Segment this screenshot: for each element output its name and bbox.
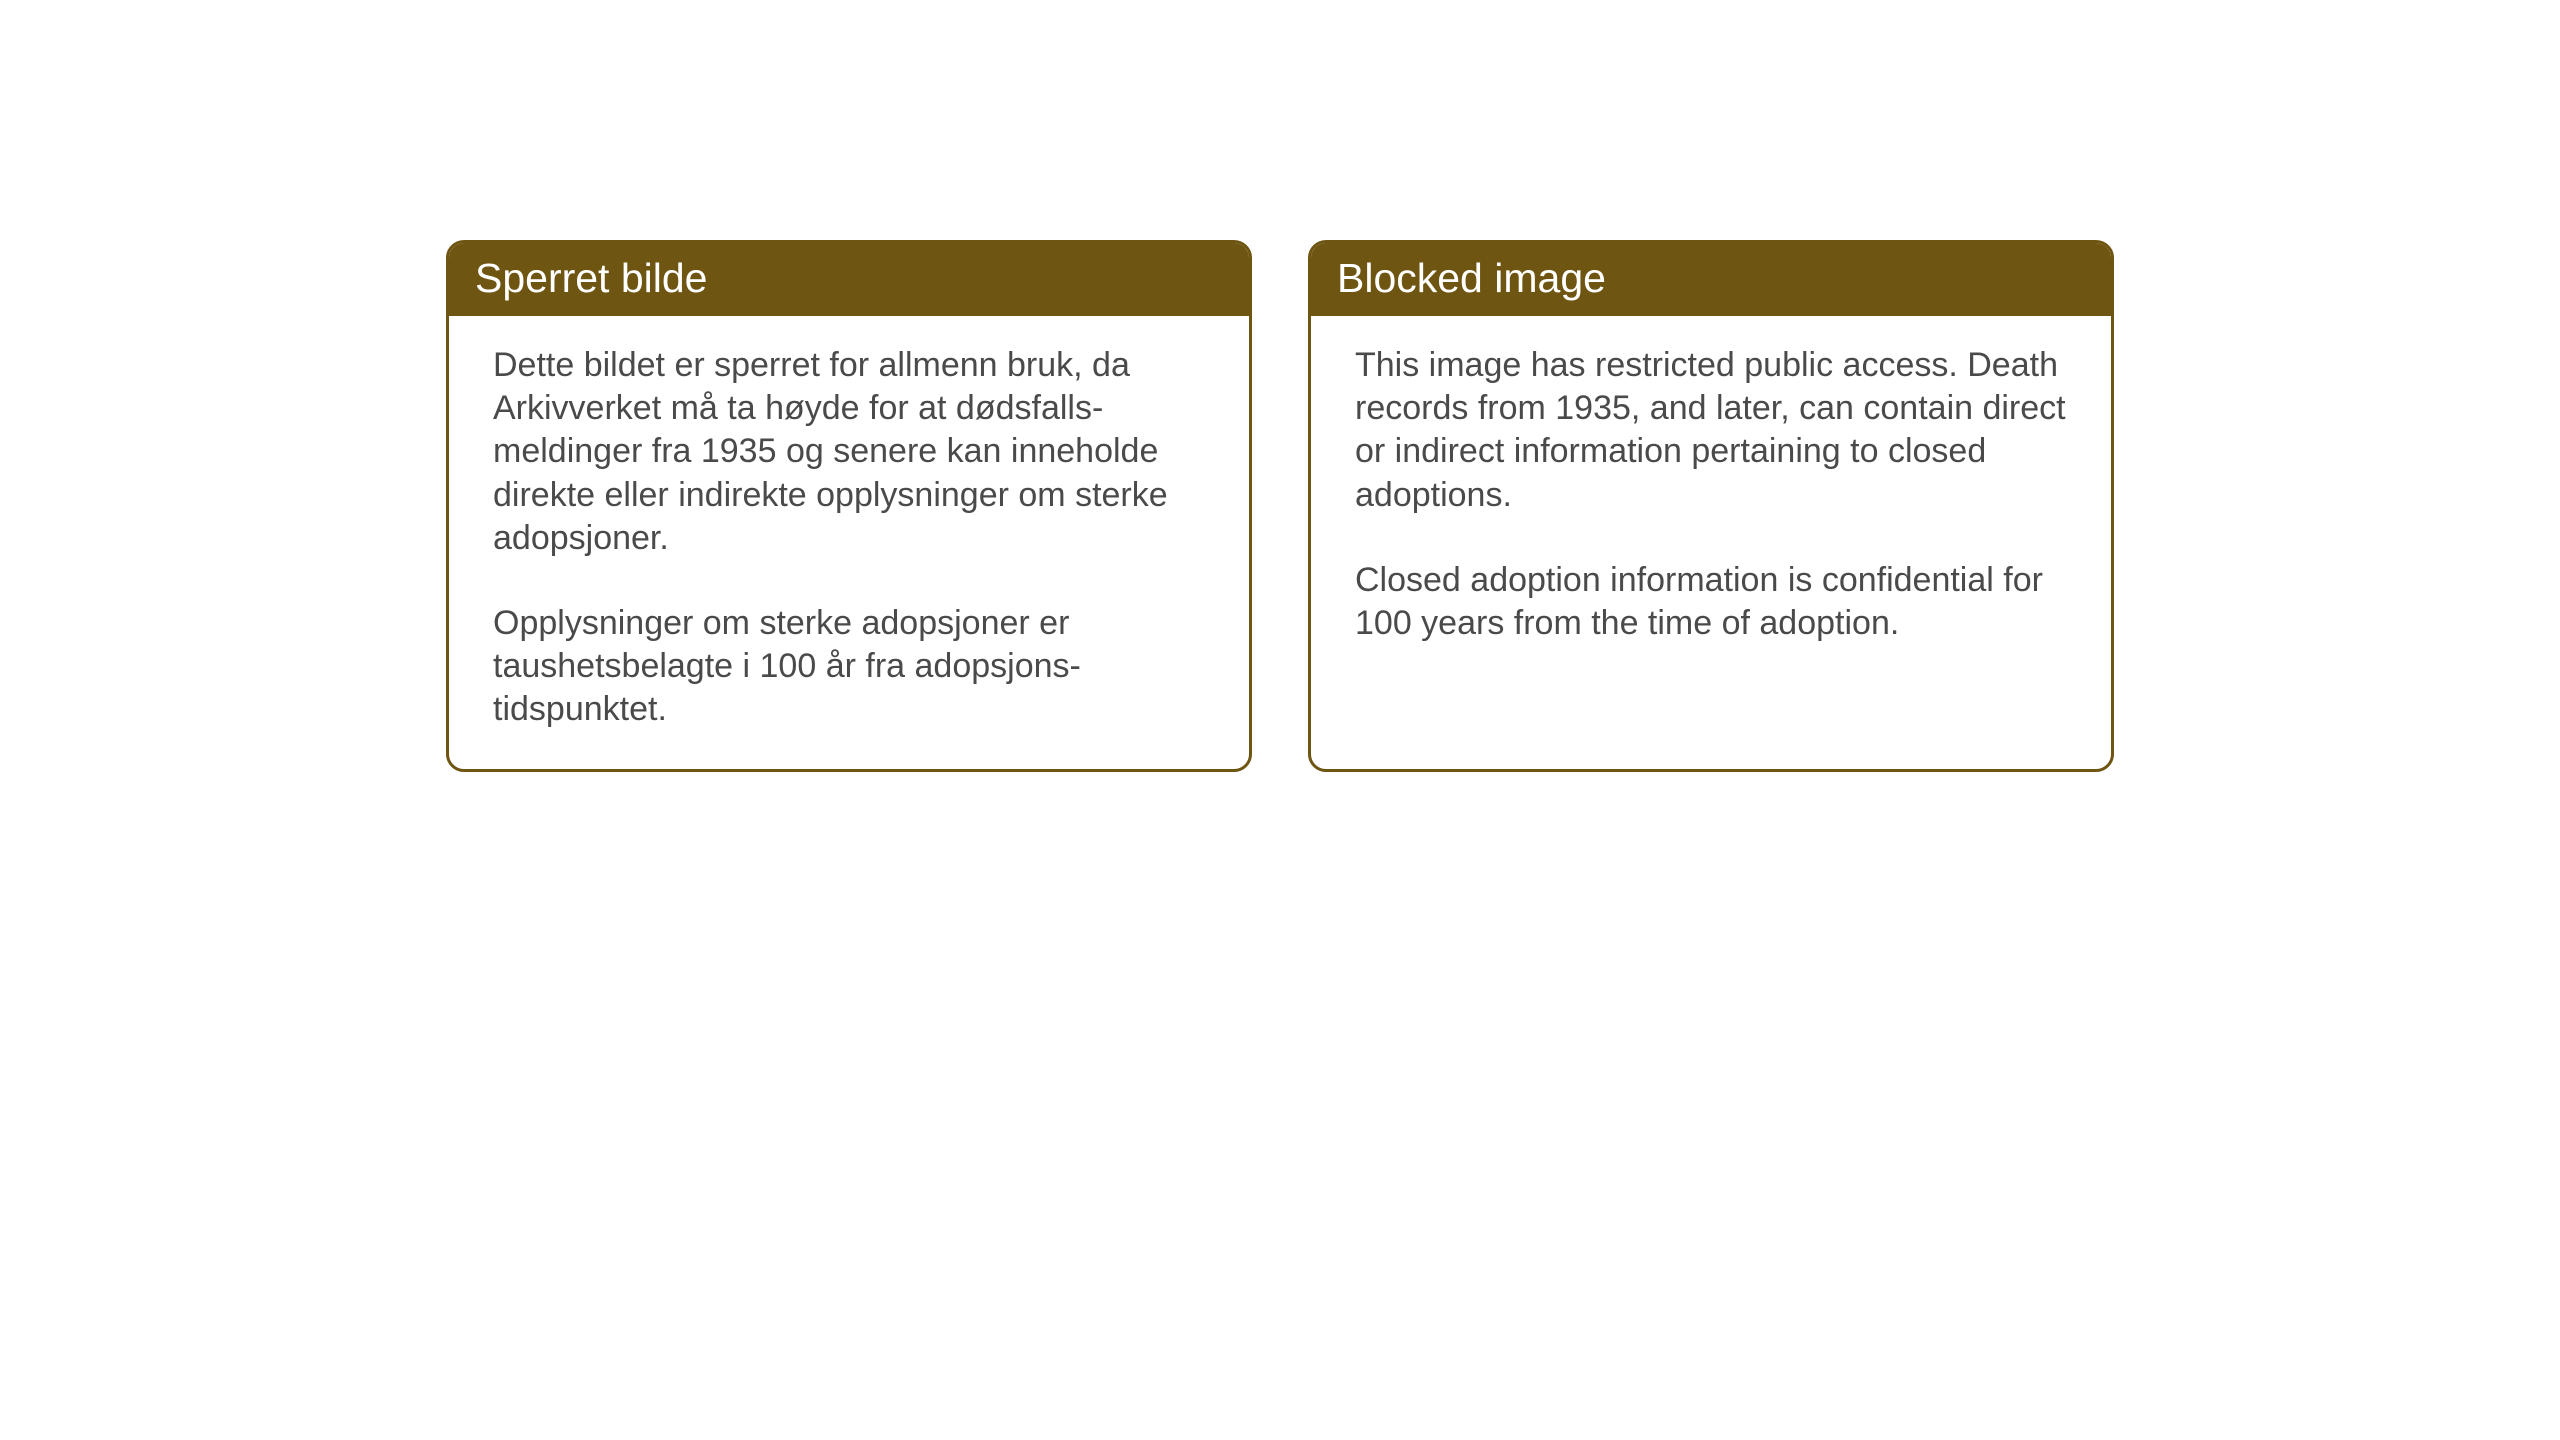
- card-para2-english: Closed adoption information is confident…: [1355, 559, 2067, 645]
- card-para2-norwegian: Opplysninger om sterke adopsjoner er tau…: [493, 602, 1205, 732]
- card-body-norwegian: Dette bildet er sperret for allmenn bruk…: [449, 316, 1249, 769]
- card-body-english: This image has restricted public access.…: [1311, 316, 2111, 683]
- notice-cards-container: Sperret bilde Dette bildet er sperret fo…: [446, 240, 2114, 772]
- card-english: Blocked image This image has restricted …: [1308, 240, 2114, 772]
- card-header-english: Blocked image: [1311, 243, 2111, 316]
- card-para1-norwegian: Dette bildet er sperret for allmenn bruk…: [493, 344, 1205, 560]
- card-header-norwegian: Sperret bilde: [449, 243, 1249, 316]
- card-title-norwegian: Sperret bilde: [475, 255, 707, 301]
- card-para1-english: This image has restricted public access.…: [1355, 344, 2067, 517]
- card-title-english: Blocked image: [1337, 255, 1606, 301]
- card-norwegian: Sperret bilde Dette bildet er sperret fo…: [446, 240, 1252, 772]
